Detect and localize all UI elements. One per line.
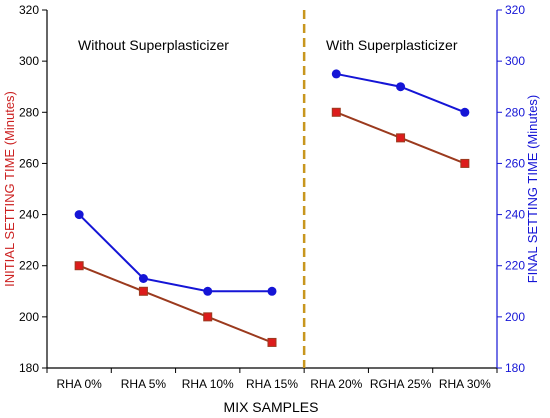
series-final-point [331,69,341,79]
series-layer [74,69,470,347]
x-tick-label: RHA 0% [56,377,102,391]
series-final-point [396,82,406,92]
left-y-tick-label: 180 [19,361,39,375]
x-tick-label: RGHA 25% [370,377,432,391]
annotation-with-superplasticizer: With Superplasticizer [326,37,458,53]
right-y-tick-label: 180 [505,361,525,375]
right-y-tick-label: 260 [505,156,525,170]
series-final-point [74,210,84,220]
series-initial-point [396,133,406,143]
plot-frame [46,10,498,369]
left-y-tick-label: 320 [19,3,39,17]
annotation-without-superplasticizer: Without Superplasticizer [78,37,229,53]
series-final-point [203,286,213,296]
right-y-tick-label: 240 [505,208,525,222]
left-y-tick-label: 240 [19,208,39,222]
series-final-point [460,107,470,117]
x-axis: RHA 0% RHA 5% RHA 10% RHA 15% RHA 20% RGHA 25… [46,368,498,391]
series-initial-line [78,264,273,344]
series-final [74,69,470,296]
series-initial-point [267,337,277,347]
x-axis-title: MIX SAMPLES [224,399,319,415]
left-y-tick-label: 220 [19,259,39,273]
x-tick-label: RHA 20% [310,377,362,391]
left-y-axis: 180 200 220 240 260 280 300 320 [19,3,47,375]
series-final-point [267,286,277,296]
series-initial [74,107,470,347]
series-initial-point [460,158,470,168]
series-final-line [336,72,466,114]
x-tick-label: RHA 30% [439,377,491,391]
right-y-tick-label: 300 [505,54,525,68]
left-y-tick-label: 260 [19,156,39,170]
right-y-tick-label: 200 [505,310,525,324]
x-tick-label: RHA 15% [246,377,298,391]
series-initial-point [331,107,341,117]
series-initial-point [74,261,84,271]
series-final-point [138,274,148,283]
right-y-axis: 180 200 220 240 260 280 300 320 [497,3,525,375]
left-y-axis-title: INITIAL SETTING TIME (Minutes) [2,91,17,287]
series-initial-point [138,286,148,296]
series-initial-point [203,312,213,322]
x-tick-label: RHA 5% [121,377,167,391]
series-final-line [78,213,272,293]
left-y-tick-label: 300 [19,54,39,68]
right-y-axis-title: FINAL SETTING TIME (Minutes) [525,95,540,284]
left-y-tick-label: 200 [19,310,39,324]
right-y-tick-label: 280 [505,105,525,119]
left-y-tick-label: 280 [19,105,39,119]
right-y-tick-label: 220 [505,259,525,273]
right-y-tick-label: 320 [505,3,525,17]
x-tick-label: RHA 10% [182,377,234,391]
